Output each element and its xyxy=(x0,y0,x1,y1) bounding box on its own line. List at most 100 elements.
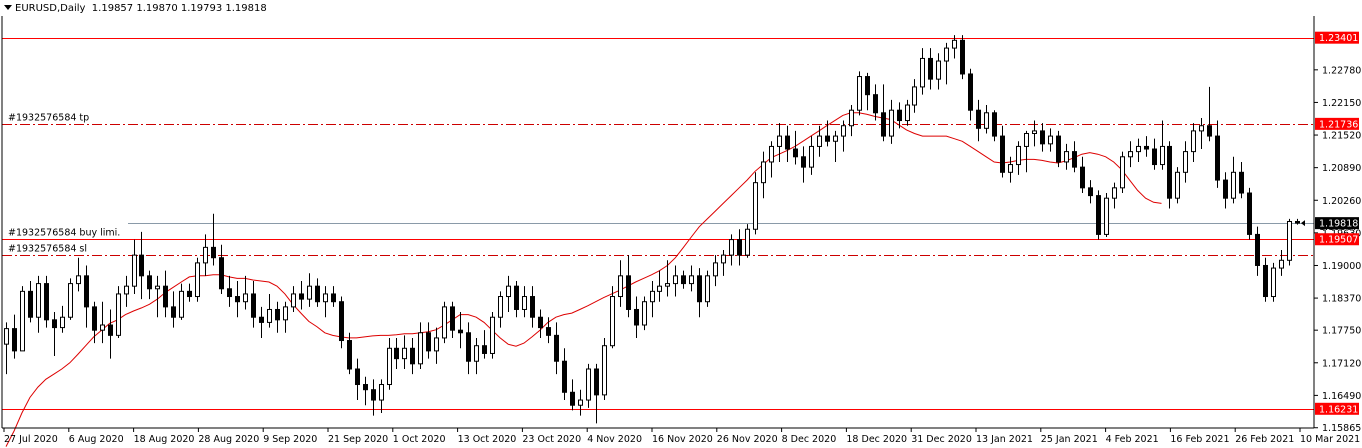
candle xyxy=(84,265,89,328)
candle-body-bull xyxy=(618,275,623,298)
candle-body-bull xyxy=(291,293,296,308)
candle xyxy=(522,286,527,318)
level-name-label: #1932576584 sl xyxy=(8,244,87,255)
candle-body-bull xyxy=(578,399,583,406)
candle-body-bull xyxy=(434,337,439,352)
x-tick-label: 9 Sep 2020 xyxy=(263,434,317,445)
candle-body-bull xyxy=(912,86,917,106)
candle xyxy=(992,110,997,142)
x-tick-label: 26 Nov 2020 xyxy=(717,434,778,445)
candle-body-bull xyxy=(1048,135,1053,145)
candle xyxy=(1096,190,1101,240)
candle-body-bear xyxy=(785,135,790,150)
candles xyxy=(4,35,1300,424)
candle xyxy=(28,281,33,323)
level-price-tag-bg xyxy=(1315,31,1359,44)
current-price-tag-label: 1.19818 xyxy=(1319,219,1358,230)
candle xyxy=(1295,218,1300,225)
candle xyxy=(1056,130,1061,168)
candle xyxy=(1199,117,1204,150)
candle-body-bear xyxy=(881,112,886,137)
candle xyxy=(243,275,248,310)
candle xyxy=(355,358,360,401)
candle xyxy=(259,306,264,338)
candle xyxy=(1215,120,1220,188)
candle xyxy=(538,309,543,338)
candle-body-bear xyxy=(697,275,702,303)
candle xyxy=(331,286,336,307)
level-price-tag-label: 1.16231 xyxy=(1319,404,1358,415)
level-price-tag-label: 1.21736 xyxy=(1319,119,1358,130)
candle-body-bull xyxy=(490,316,495,354)
candle xyxy=(1247,187,1252,240)
candle xyxy=(809,136,814,175)
candle xyxy=(936,53,941,90)
candle-body-bear xyxy=(530,296,535,318)
candle xyxy=(634,296,639,338)
candle xyxy=(825,120,830,147)
candle xyxy=(211,213,216,266)
candle-body-bull xyxy=(817,135,822,147)
candle xyxy=(1008,156,1013,183)
candle xyxy=(339,296,344,349)
price-axis: 1.227801.221501.215201.208901.202601.196… xyxy=(1,16,1361,434)
candle-body-bear xyxy=(259,316,264,323)
candle xyxy=(889,99,894,144)
candle xyxy=(506,275,511,313)
candle xyxy=(530,286,535,328)
x-tick-label: 27 Jul 2020 xyxy=(4,434,58,445)
candle-body-bull xyxy=(474,345,479,362)
candle xyxy=(753,172,758,235)
level-price-tag-bg xyxy=(1315,402,1359,415)
candle-body-bull xyxy=(4,328,9,345)
candle-body-bear xyxy=(1088,187,1093,197)
candle xyxy=(68,278,73,320)
candle xyxy=(1271,262,1276,302)
candle xyxy=(1144,136,1149,157)
candle xyxy=(1160,120,1165,170)
candle xyxy=(570,379,575,411)
candle-body-bull xyxy=(665,283,670,287)
candle-body-bear xyxy=(450,306,455,331)
current-price-tag-bg xyxy=(1315,217,1359,230)
candle-body-bull xyxy=(833,135,838,142)
y-tick-label: 1.20890 xyxy=(1322,163,1361,174)
candle xyxy=(124,275,129,307)
candle xyxy=(163,270,168,318)
candle xyxy=(1088,180,1093,204)
candle-body-bull xyxy=(650,290,655,303)
candle xyxy=(379,379,384,413)
candle xyxy=(195,257,200,302)
candle-body-bull xyxy=(116,293,121,336)
candle-body-bull xyxy=(36,283,41,318)
candle xyxy=(1183,141,1188,183)
candle xyxy=(275,301,280,333)
candle-body-bear xyxy=(251,293,256,318)
candle-body-bear xyxy=(52,319,57,329)
candle xyxy=(657,270,662,302)
candle-body-bull xyxy=(936,60,941,80)
candle-body-bear xyxy=(1215,135,1220,181)
candle-body-bull xyxy=(1024,132,1029,147)
candle-body-bear xyxy=(1295,220,1300,224)
candle-body-bull xyxy=(745,228,750,256)
candle-body-bear xyxy=(171,306,176,318)
candle-body-bull xyxy=(155,285,160,290)
candle xyxy=(689,265,694,292)
candle xyxy=(1128,141,1133,168)
ma-series-line xyxy=(5,112,1162,447)
candle xyxy=(299,281,304,310)
candle-body-bull xyxy=(920,57,925,88)
candle-body-bear xyxy=(928,57,933,80)
x-tick-label: 18 Dec 2020 xyxy=(846,434,907,445)
level-price-tag-bg xyxy=(1315,233,1359,246)
x-tick-label: 25 Jan 2021 xyxy=(1041,434,1098,445)
candle xyxy=(132,239,137,294)
candle-body-bear xyxy=(299,293,304,300)
candle-body-bull xyxy=(1183,151,1188,173)
candle-body-bull xyxy=(60,316,65,329)
y-tick-label: 1.17750 xyxy=(1322,326,1361,337)
dropdown-triangle-icon[interactable] xyxy=(4,5,12,10)
candle-body-bull xyxy=(857,76,862,111)
